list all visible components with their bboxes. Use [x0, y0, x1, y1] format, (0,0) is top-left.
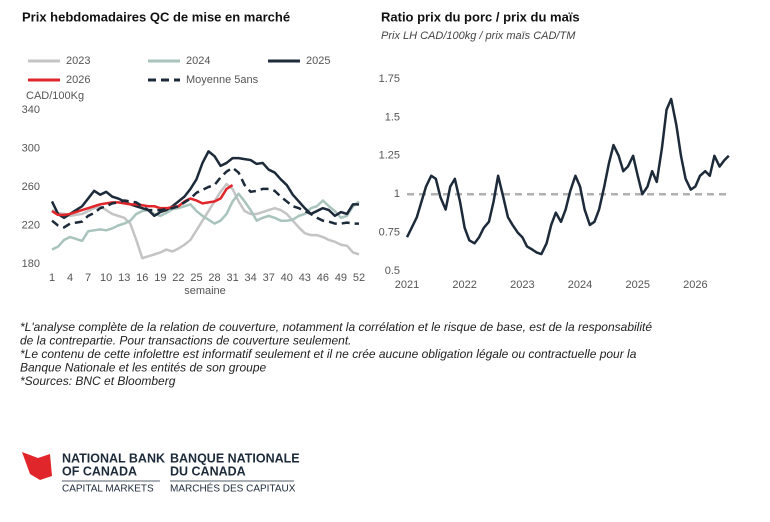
series-line: [405, 97, 730, 256]
x-tick-label: 28: [208, 272, 220, 284]
x-tick-label: 10: [100, 272, 112, 284]
footnote: de la contrepartie. Pour transactions de…: [20, 334, 352, 348]
y-tick-label: 1.5: [385, 111, 400, 123]
x-tick-label: 2026: [683, 279, 707, 291]
y-tick-label: 180: [22, 258, 40, 270]
x-axis-label: semaine: [184, 285, 226, 297]
y-tick-label: 260: [22, 181, 40, 193]
logo-text: MARCHÉS DES CAPITAUX: [170, 482, 296, 495]
x-tick-label: 4: [67, 272, 73, 284]
x-tick-label: 40: [281, 272, 293, 284]
y-tick-label: 340: [22, 104, 40, 116]
x-tick-label: 2025: [625, 279, 649, 291]
y-tick-label: 1: [394, 188, 400, 200]
chart-title: Prix hebdomadaires QC de mise en marché: [22, 9, 290, 24]
series-line: [50, 150, 359, 220]
x-tick-label: 31: [226, 272, 238, 284]
logo-flag: [22, 452, 52, 480]
footnote: *Sources: BNC et Bloomberg: [20, 374, 176, 388]
x-tick-label: 13: [118, 272, 130, 284]
legend-label: 2024: [186, 55, 210, 67]
logo-text: CAPITAL MARKETS: [62, 484, 154, 495]
x-tick-label: 52: [353, 272, 365, 284]
y-tick-label: 300: [22, 142, 40, 154]
logo-text: NATIONAL BANK: [62, 451, 165, 465]
y-tick-label: 1.25: [379, 150, 400, 162]
footnote: *Le contenu de cette infolettre est info…: [20, 347, 637, 361]
y-axis-label: CAD/100Kg: [26, 90, 84, 102]
logo-text: DU CANADA: [170, 464, 246, 478]
x-tick-label: 43: [299, 272, 311, 284]
series-line: [51, 166, 359, 229]
x-tick-label: 2022: [452, 279, 476, 291]
logo-text: BANQUE NATIONALE: [170, 451, 300, 465]
x-tick-label: 49: [335, 272, 347, 284]
legend-label: Moyenne 5ans: [186, 74, 259, 86]
y-tick-label: 220: [22, 219, 40, 231]
x-tick-label: 34: [245, 272, 257, 284]
x-tick-label: 37: [263, 272, 275, 284]
chart-subtitle: Prix LH CAD/100kg / prix maïs CAD/TM: [381, 30, 576, 42]
y-tick-label: 1.75: [379, 73, 400, 85]
series-line: [51, 182, 360, 260]
y-tick-label: 0.5: [385, 265, 400, 277]
logo-text: OF CANADA: [62, 464, 137, 478]
x-tick-label: 16: [136, 272, 148, 284]
x-tick-label: 1: [49, 272, 55, 284]
x-tick-label: 22: [172, 272, 184, 284]
series-line: [51, 184, 234, 217]
x-tick-label: 2024: [568, 279, 592, 291]
x-tick-label: 2021: [395, 279, 419, 291]
footnote: *L'analyse complète de la relation de co…: [20, 320, 652, 334]
x-tick-label: 7: [85, 272, 91, 284]
chart-title: Ratio prix du porc / prix du maïs: [381, 9, 580, 24]
x-tick-label: 46: [317, 272, 329, 284]
legend-label: 2025: [306, 55, 330, 67]
x-tick-label: 25: [190, 272, 202, 284]
x-tick-label: 2023: [510, 279, 534, 291]
x-tick-label: 19: [154, 272, 166, 284]
y-tick-label: 0.75: [379, 227, 400, 239]
legend-label: 2026: [66, 74, 90, 86]
legend-label: 2023: [66, 55, 90, 67]
logo: NATIONAL BANK OF CANADA CAPITAL MARKETS …: [22, 451, 300, 495]
footnote: Banque Nationale et les entités de son g…: [20, 361, 267, 375]
